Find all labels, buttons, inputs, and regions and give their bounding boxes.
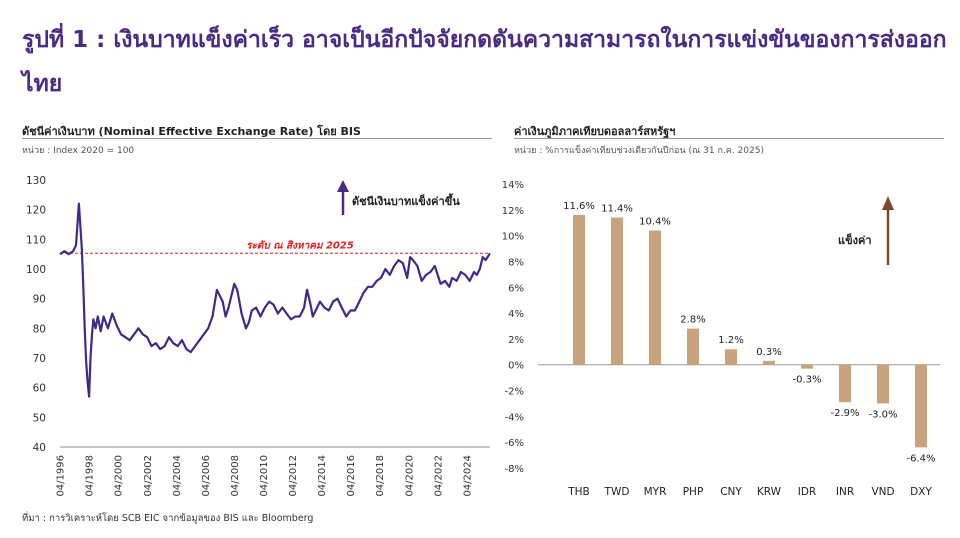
bar-php [687, 328, 699, 365]
y-tick-label: 12% [502, 206, 524, 217]
data-label-cny: 1.2% [718, 335, 743, 346]
y-tick-label: 2% [508, 335, 524, 346]
y-tick-label: -4% [505, 412, 524, 423]
y-tick-label: 8% [508, 257, 524, 268]
y-tick-label: 14% [502, 180, 524, 191]
x-tick-label: 04/2010 [259, 455, 270, 497]
bar-dxy [915, 364, 927, 448]
category-label-krw: KRW [757, 486, 782, 498]
y-tick-label: 70 [33, 353, 46, 365]
x-tick-label: 04/2002 [143, 455, 154, 497]
y-tick-label: 50 [33, 412, 46, 424]
left-chart-subtitle: หน่วย : Index 2020 = 100 [22, 146, 135, 156]
category-label-twd: TWD [604, 486, 630, 498]
bar-twd [611, 217, 623, 365]
y-tick-label: 130 [26, 175, 46, 187]
up-arrow-head-icon [882, 196, 894, 210]
x-tick-label: 04/2020 [404, 455, 415, 497]
up-arrow-head-icon [337, 180, 349, 192]
y-tick-label: 40 [33, 442, 46, 454]
bar-thb [573, 214, 585, 365]
category-label-vnd: VND [871, 486, 894, 498]
y-tick-label: 80 [33, 323, 46, 335]
fx-bar-chart: -8% -6% -4% -2% 0% 2% 4% 6% 8% 10% 12% 14% 11.6% THB 1… [502, 180, 940, 498]
y-tick-label: 90 [33, 294, 46, 306]
category-label-php: PHP [683, 486, 704, 498]
right-chart-divider [514, 138, 944, 139]
page-title: รูปที่ 1 : เงินบาทแข็งค่าเร็ว อาจเป็นอีก… [22, 27, 947, 97]
bar-vnd [877, 364, 889, 404]
x-tick-label: 04/2016 [346, 455, 357, 497]
annotation-label: แข็งค่า [838, 233, 872, 247]
category-label-inr: INR [836, 486, 854, 498]
x-tick-label: 04/2014 [317, 455, 328, 497]
y-tick-label: 110 [26, 234, 46, 246]
y-tick-label: -6% [505, 438, 524, 449]
data-label-php: 2.8% [680, 315, 705, 326]
bar-krw [763, 360, 775, 365]
x-tick-label: 04/1996 [56, 455, 67, 497]
x-tick-label: 04/2018 [375, 455, 386, 497]
x-tick-label: 04/2008 [230, 455, 241, 497]
data-label-idr: -0.3% [792, 375, 821, 386]
y-tick-label: -2% [505, 387, 524, 398]
right-chart-subtitle: หน่วย : %การแข็งค่าเทียบช่วงเดียวกันปีก่… [514, 146, 764, 156]
category-label-myr: MYR [644, 486, 667, 498]
y-tick-label: 10% [502, 232, 524, 243]
left-chart-divider [22, 138, 492, 139]
neer-line-chart: 40 50 60 70 80 90 100 110 120 130 04/1996 04/1998 04… [26, 175, 491, 497]
y-tick-label: 120 [26, 205, 46, 217]
y-tick-label: 6% [508, 283, 524, 294]
data-label-twd: 11.4% [601, 204, 633, 215]
x-tick-label: 04/2004 [172, 455, 183, 497]
y-tick-label: 0% [508, 361, 524, 372]
annotation-label: ดัชนีเงินบาทแข็งค่าขึ้น [352, 193, 460, 208]
series-line [59, 202, 491, 398]
reference-line-label: ระดับ ณ สิงหาคม 2025 [246, 239, 354, 251]
y-tick-label: 100 [26, 264, 46, 276]
data-label-thb: 11.6% [563, 201, 595, 212]
bar-idr [801, 364, 813, 369]
y-tick-label: 60 [33, 383, 46, 395]
x-tick-label: 04/1998 [85, 455, 96, 497]
y-tick-label: -8% [505, 464, 524, 475]
bar-cny [725, 349, 737, 365]
right-chart-title: ค่าเงินภูมิภาคเทียบดอลลาร์สหรัฐฯ [514, 125, 676, 138]
category-label-thb: THB [567, 486, 590, 498]
data-label-krw: 0.3% [756, 347, 781, 358]
x-tick-label: 04/2024 [462, 455, 473, 497]
data-label-dxy: -6.4% [906, 453, 935, 464]
source-note: ที่มา : การวิเคราะห์โดย SCB EIC จากข้อมู… [22, 513, 314, 524]
data-label-vnd: -3.0% [868, 409, 897, 420]
data-label-myr: 10.4% [639, 216, 671, 227]
category-label-idr: IDR [798, 486, 816, 498]
left-chart-title: ดัชนีค่าเงินบาท (Nominal Effective Excha… [22, 125, 361, 138]
y-tick-label: 4% [508, 309, 524, 320]
x-tick-label: 04/2006 [201, 455, 212, 497]
data-label-inr: -2.9% [830, 408, 859, 419]
bar-inr [839, 364, 851, 403]
x-tick-label: 04/2012 [288, 455, 299, 497]
bar-myr [649, 230, 661, 365]
category-label-dxy: DXY [910, 486, 932, 498]
category-label-cny: CNY [720, 486, 742, 498]
x-tick-label: 04/2000 [114, 455, 125, 497]
x-tick-label: 04/2022 [433, 455, 444, 497]
